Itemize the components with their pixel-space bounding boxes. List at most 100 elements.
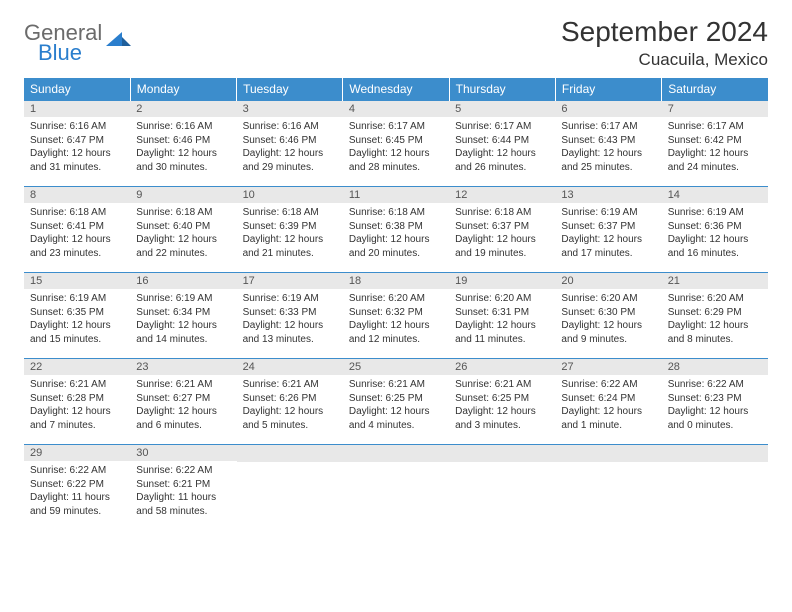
day-data-line: Daylight: 12 hours — [561, 405, 655, 419]
day-data-line: Sunrise: 6:20 AM — [349, 292, 443, 306]
day-data: Sunrise: 6:18 AMSunset: 6:38 PMDaylight:… — [343, 203, 449, 264]
day-data-line: Sunset: 6:37 PM — [561, 220, 655, 234]
calendar-cell: 28Sunrise: 6:22 AMSunset: 6:23 PMDayligh… — [662, 359, 768, 445]
day-data-line: Daylight: 12 hours — [349, 147, 443, 161]
day-number: 29 — [24, 445, 130, 461]
day-data: Sunrise: 6:18 AMSunset: 6:40 PMDaylight:… — [130, 203, 236, 264]
day-data-line: Sunrise: 6:17 AM — [561, 120, 655, 134]
day-data-line: Daylight: 12 hours — [243, 147, 337, 161]
calendar-cell: 29Sunrise: 6:22 AMSunset: 6:22 PMDayligh… — [24, 445, 130, 531]
day-data: Sunrise: 6:22 AMSunset: 6:22 PMDaylight:… — [24, 461, 130, 522]
day-number: 10 — [237, 187, 343, 203]
day-data-line: Sunset: 6:39 PM — [243, 220, 337, 234]
day-data-line: Sunrise: 6:16 AM — [30, 120, 124, 134]
day-data-line: and 22 minutes. — [136, 247, 230, 261]
day-number: 24 — [237, 359, 343, 375]
day-data-line: Sunrise: 6:20 AM — [455, 292, 549, 306]
day-data-line: Daylight: 12 hours — [349, 233, 443, 247]
day-data-line: Sunset: 6:40 PM — [136, 220, 230, 234]
day-data-line: Sunrise: 6:18 AM — [136, 206, 230, 220]
calendar-cell: 12Sunrise: 6:18 AMSunset: 6:37 PMDayligh… — [449, 187, 555, 273]
day-data-line: Daylight: 12 hours — [136, 405, 230, 419]
day-data-line: and 59 minutes. — [30, 505, 124, 519]
day-data-line: Sunrise: 6:21 AM — [349, 378, 443, 392]
day-data: Sunrise: 6:20 AMSunset: 6:32 PMDaylight:… — [343, 289, 449, 350]
day-data-line: Sunset: 6:47 PM — [30, 134, 124, 148]
calendar-row: 15Sunrise: 6:19 AMSunset: 6:35 PMDayligh… — [24, 273, 768, 359]
day-data-line: Sunset: 6:35 PM — [30, 306, 124, 320]
calendar-cell: 15Sunrise: 6:19 AMSunset: 6:35 PMDayligh… — [24, 273, 130, 359]
day-data-line: Sunset: 6:33 PM — [243, 306, 337, 320]
day-data-line: and 3 minutes. — [455, 419, 549, 433]
day-data-line: Sunrise: 6:17 AM — [455, 120, 549, 134]
day-number: 1 — [24, 101, 130, 117]
day-data-line: Sunrise: 6:21 AM — [136, 378, 230, 392]
day-data: Sunrise: 6:22 AMSunset: 6:21 PMDaylight:… — [130, 461, 236, 522]
calendar-cell: 18Sunrise: 6:20 AMSunset: 6:32 PMDayligh… — [343, 273, 449, 359]
day-data: Sunrise: 6:16 AMSunset: 6:46 PMDaylight:… — [237, 117, 343, 178]
day-data-line: Sunrise: 6:22 AM — [30, 464, 124, 478]
day-data-line: Sunset: 6:28 PM — [30, 392, 124, 406]
day-data-line: and 9 minutes. — [561, 333, 655, 347]
day-data-line: Sunset: 6:42 PM — [668, 134, 762, 148]
day-data: Sunrise: 6:17 AMSunset: 6:43 PMDaylight:… — [555, 117, 661, 178]
day-number: 3 — [237, 101, 343, 117]
day-data-line: Daylight: 12 hours — [136, 233, 230, 247]
day-data-line: Daylight: 12 hours — [30, 405, 124, 419]
day-data-line: Sunrise: 6:19 AM — [668, 206, 762, 220]
day-data-line: Sunset: 6:45 PM — [349, 134, 443, 148]
day-number-empty — [343, 445, 449, 462]
day-number: 16 — [130, 273, 236, 289]
calendar-table: SundayMondayTuesdayWednesdayThursdayFrid… — [24, 78, 768, 531]
day-data-line: Sunrise: 6:17 AM — [349, 120, 443, 134]
day-number: 23 — [130, 359, 236, 375]
day-number: 21 — [662, 273, 768, 289]
day-number-empty — [662, 445, 768, 462]
day-data-line: Sunrise: 6:21 AM — [30, 378, 124, 392]
day-data-line: Sunset: 6:26 PM — [243, 392, 337, 406]
day-data-line: Daylight: 12 hours — [243, 233, 337, 247]
day-data-line: Daylight: 12 hours — [668, 319, 762, 333]
day-header: Wednesday — [343, 78, 449, 101]
day-number: 14 — [662, 187, 768, 203]
day-number: 15 — [24, 273, 130, 289]
logo-text-blue: Blue — [38, 42, 102, 64]
calendar-cell: 10 Sunrise: 6:18 AMSunset: 6:39 PMDayligh… — [237, 187, 343, 273]
calendar-cell: 6Sunrise: 6:17 AMSunset: 6:43 PMDaylight… — [555, 101, 661, 187]
day-data-line: and 28 minutes. — [349, 161, 443, 175]
day-data-line: Sunrise: 6:18 AM — [243, 206, 337, 220]
calendar-cell: 24Sunrise: 6:21 AMSunset: 6:26 PMDayligh… — [237, 359, 343, 445]
day-data-line: Daylight: 12 hours — [668, 147, 762, 161]
day-header: Monday — [130, 78, 236, 101]
day-data-line: Sunset: 6:25 PM — [455, 392, 549, 406]
day-number-empty — [449, 445, 555, 462]
day-data-line: Daylight: 12 hours — [455, 405, 549, 419]
calendar-cell: 1Sunrise: 6:16 AMSunset: 6:47 PMDaylight… — [24, 101, 130, 187]
day-data-line: Daylight: 11 hours — [136, 491, 230, 505]
day-data: Sunrise: 6:17 AMSunset: 6:44 PMDaylight:… — [449, 117, 555, 178]
calendar-cell: 4 Sunrise: 6:17 AMSunset: 6:45 PMDaylight… — [343, 101, 449, 187]
day-data-line: Daylight: 12 hours — [455, 147, 549, 161]
day-data-line: Sunset: 6:44 PM — [455, 134, 549, 148]
logo: General Blue — [24, 22, 132, 64]
calendar-cell: 2Sunrise: 6:16 AMSunset: 6:46 PMDaylight… — [130, 101, 236, 187]
day-number: 9 — [130, 187, 236, 203]
day-number: 4 — [343, 101, 449, 117]
calendar-cell: 3Sunrise: 6:16 AMSunset: 6:46 PMDaylight… — [237, 101, 343, 187]
calendar-head: SundayMondayTuesdayWednesdayThursdayFrid… — [24, 78, 768, 101]
day-header: Sunday — [24, 78, 130, 101]
day-data-line: Daylight: 12 hours — [349, 405, 443, 419]
calendar-cell: 9Sunrise: 6:18 AMSunset: 6:40 PMDaylight… — [130, 187, 236, 273]
day-data-line: and 13 minutes. — [243, 333, 337, 347]
calendar-cell: 20Sunrise: 6:20 AMSunset: 6:30 PMDayligh… — [555, 273, 661, 359]
day-data-line: and 20 minutes. — [349, 247, 443, 261]
day-data-line: and 12 minutes. — [349, 333, 443, 347]
calendar-cell: 25Sunrise: 6:21 AMSunset: 6:25 PMDayligh… — [343, 359, 449, 445]
day-data: Sunrise: 6:21 AMSunset: 6:25 PMDaylight:… — [343, 375, 449, 436]
day-data-line: Daylight: 12 hours — [30, 319, 124, 333]
day-number: 19 — [449, 273, 555, 289]
day-number: 11 — [343, 187, 449, 203]
calendar-cell: 27Sunrise: 6:22 AMSunset: 6:24 PMDayligh… — [555, 359, 661, 445]
day-data: Sunrise: 6:18 AMSunset: 6:41 PMDaylight:… — [24, 203, 130, 264]
day-data-line: Sunset: 6:23 PM — [668, 392, 762, 406]
